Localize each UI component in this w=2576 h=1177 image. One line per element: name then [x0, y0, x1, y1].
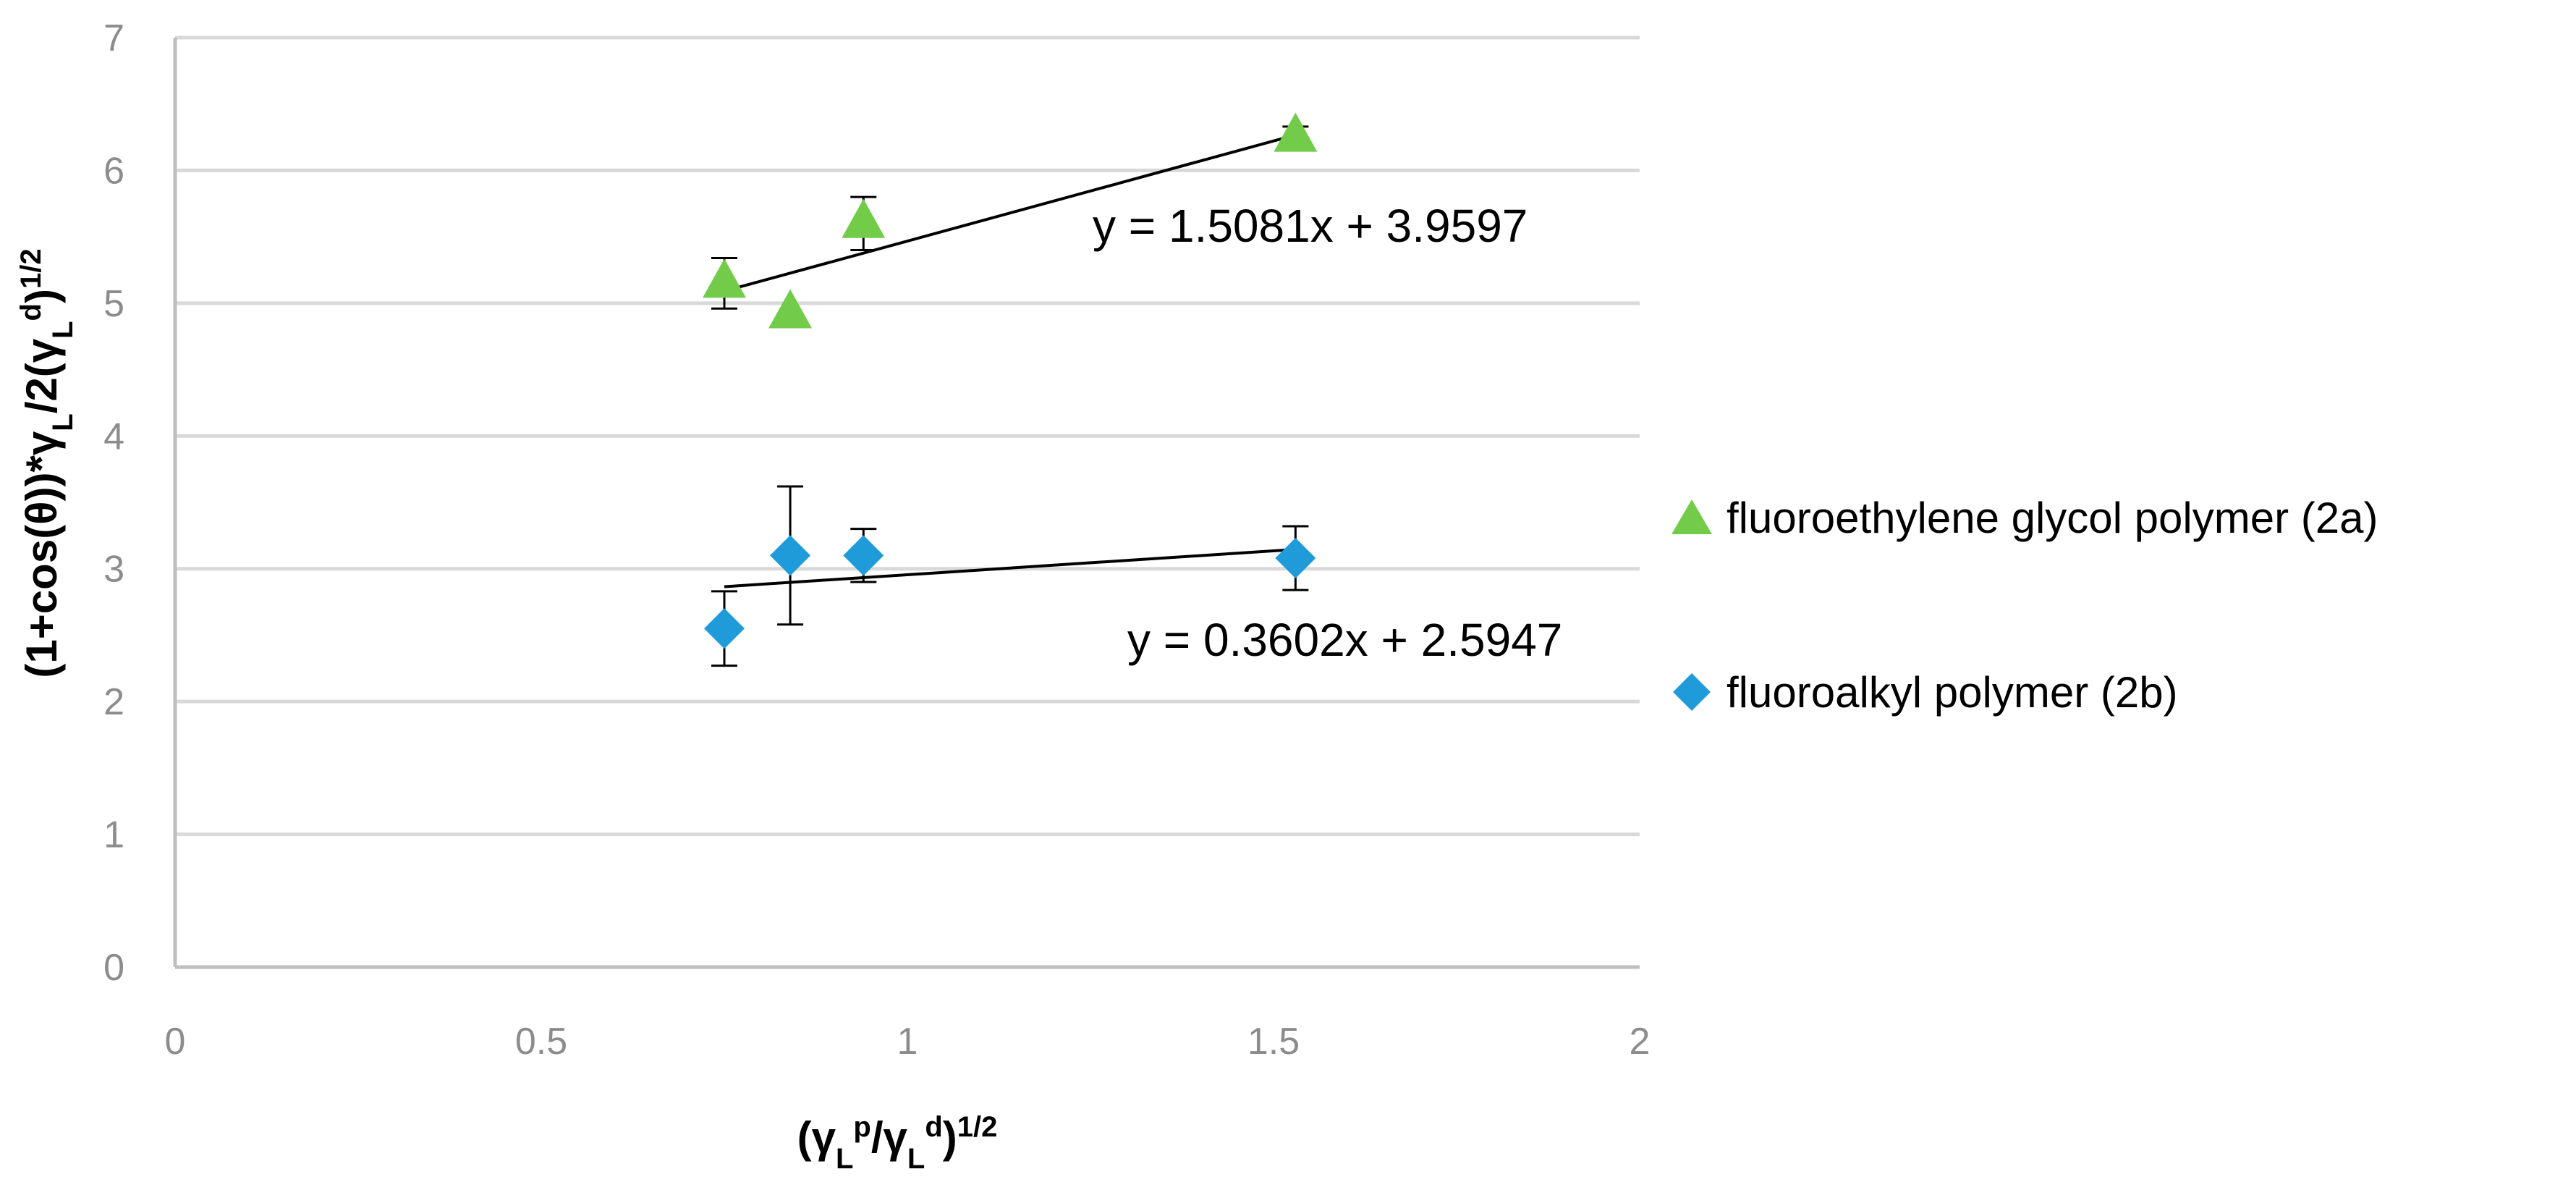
diamond-point [704, 608, 745, 649]
triangle-point [1274, 112, 1318, 152]
triangle-point [768, 289, 813, 329]
tick-labels: 0 1 2 3 4 5 6 7 0 0.5 1 1.5 2 [103, 17, 1650, 1063]
x-tick-label: 1 [897, 1021, 918, 1063]
x-title-close: ) [943, 1113, 957, 1162]
x-title-sup2: d [925, 1111, 942, 1143]
gridlines [175, 35, 1640, 837]
y-title-close: ) [17, 289, 66, 303]
y-tick-label: 1 [103, 814, 124, 856]
y-tick-label: 2 [103, 681, 124, 723]
x-title-sup1: p [853, 1111, 870, 1143]
x-tick-label: 0 [165, 1021, 186, 1063]
trendlines [724, 133, 1296, 588]
x-tick-label: 1.5 [1247, 1021, 1300, 1063]
y-title-sup2: 1/2 [15, 248, 47, 289]
legend: fluoroethylene glycol polymer (2a) fluor… [1672, 494, 2378, 717]
triangle-point [703, 258, 746, 298]
y-tick-label: 3 [103, 549, 124, 591]
y-tick-label: 7 [103, 17, 124, 59]
y-title-mid: /2(γ [17, 338, 66, 413]
x-title-mid: /γ [871, 1113, 908, 1162]
y-tick-label: 0 [103, 947, 124, 989]
y-title-sup1: d [15, 303, 47, 321]
x-tick-label: 2 [1630, 1021, 1651, 1063]
legend-diamond-icon [1673, 673, 1711, 711]
diamond-point [843, 535, 884, 576]
axes [173, 38, 1640, 969]
data-points [703, 112, 1318, 649]
y-title-sub1: L [47, 413, 79, 431]
x-axis-title: (γLp/γLd)1/2 [797, 1111, 998, 1175]
y-title-base: (1+cos(θ))*γ [17, 431, 66, 678]
x-title-sub1: L [836, 1143, 853, 1175]
legend-triangle-icon [1672, 499, 1712, 534]
x-title-base: (γ [797, 1113, 836, 1162]
equation-annotation-2b: y = 0.3602x + 2.5947 [1127, 614, 1562, 666]
triangle-point [842, 198, 886, 238]
y-tick-label: 5 [103, 283, 124, 325]
legend-label-2b: fluoroalkyl polymer (2b) [1726, 668, 2178, 717]
trendline-0 [724, 133, 1296, 293]
trendline-1 [724, 547, 1296, 588]
x-title-sub2: L [907, 1143, 925, 1175]
y-tick-label: 6 [103, 150, 124, 192]
y-tick-label: 4 [103, 415, 124, 457]
diamond-point [770, 535, 811, 576]
y-axis-title: (1+cos(θ))*γL/2(γLd)1/2 [15, 248, 79, 678]
diamond-point [1275, 538, 1316, 579]
equation-annotation-2a: y = 1.5081x + 3.9597 [1093, 200, 1528, 252]
x-title-sup3: 1/2 [957, 1111, 998, 1143]
x-tick-label: 0.5 [515, 1021, 567, 1063]
legend-label-2a: fluoroethylene glycol polymer (2a) [1726, 494, 2378, 542]
y-title-sub2: L [47, 321, 79, 338]
